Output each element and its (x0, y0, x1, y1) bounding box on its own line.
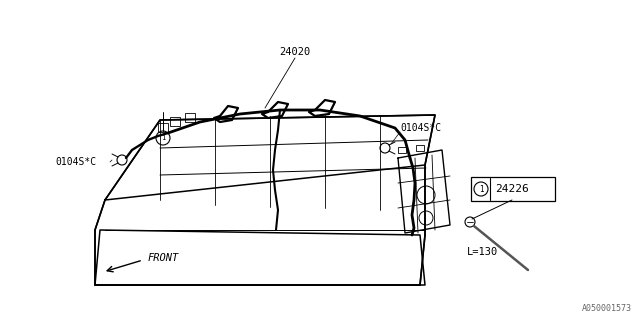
Text: 24226: 24226 (495, 184, 529, 194)
Text: 0104S*C: 0104S*C (55, 157, 96, 167)
Text: 24020: 24020 (280, 47, 310, 57)
Text: 1: 1 (479, 185, 483, 194)
Text: FRONT: FRONT (148, 253, 179, 263)
Text: 1: 1 (161, 135, 165, 141)
Text: L=130: L=130 (467, 247, 499, 257)
Text: 0104S*C: 0104S*C (400, 123, 441, 133)
Bar (170, 117, 180, 126)
Bar (416, 145, 424, 151)
Bar (398, 147, 406, 153)
Bar (158, 123, 168, 132)
FancyBboxPatch shape (471, 177, 555, 201)
Text: A050001573: A050001573 (582, 304, 632, 313)
Bar (185, 113, 195, 122)
